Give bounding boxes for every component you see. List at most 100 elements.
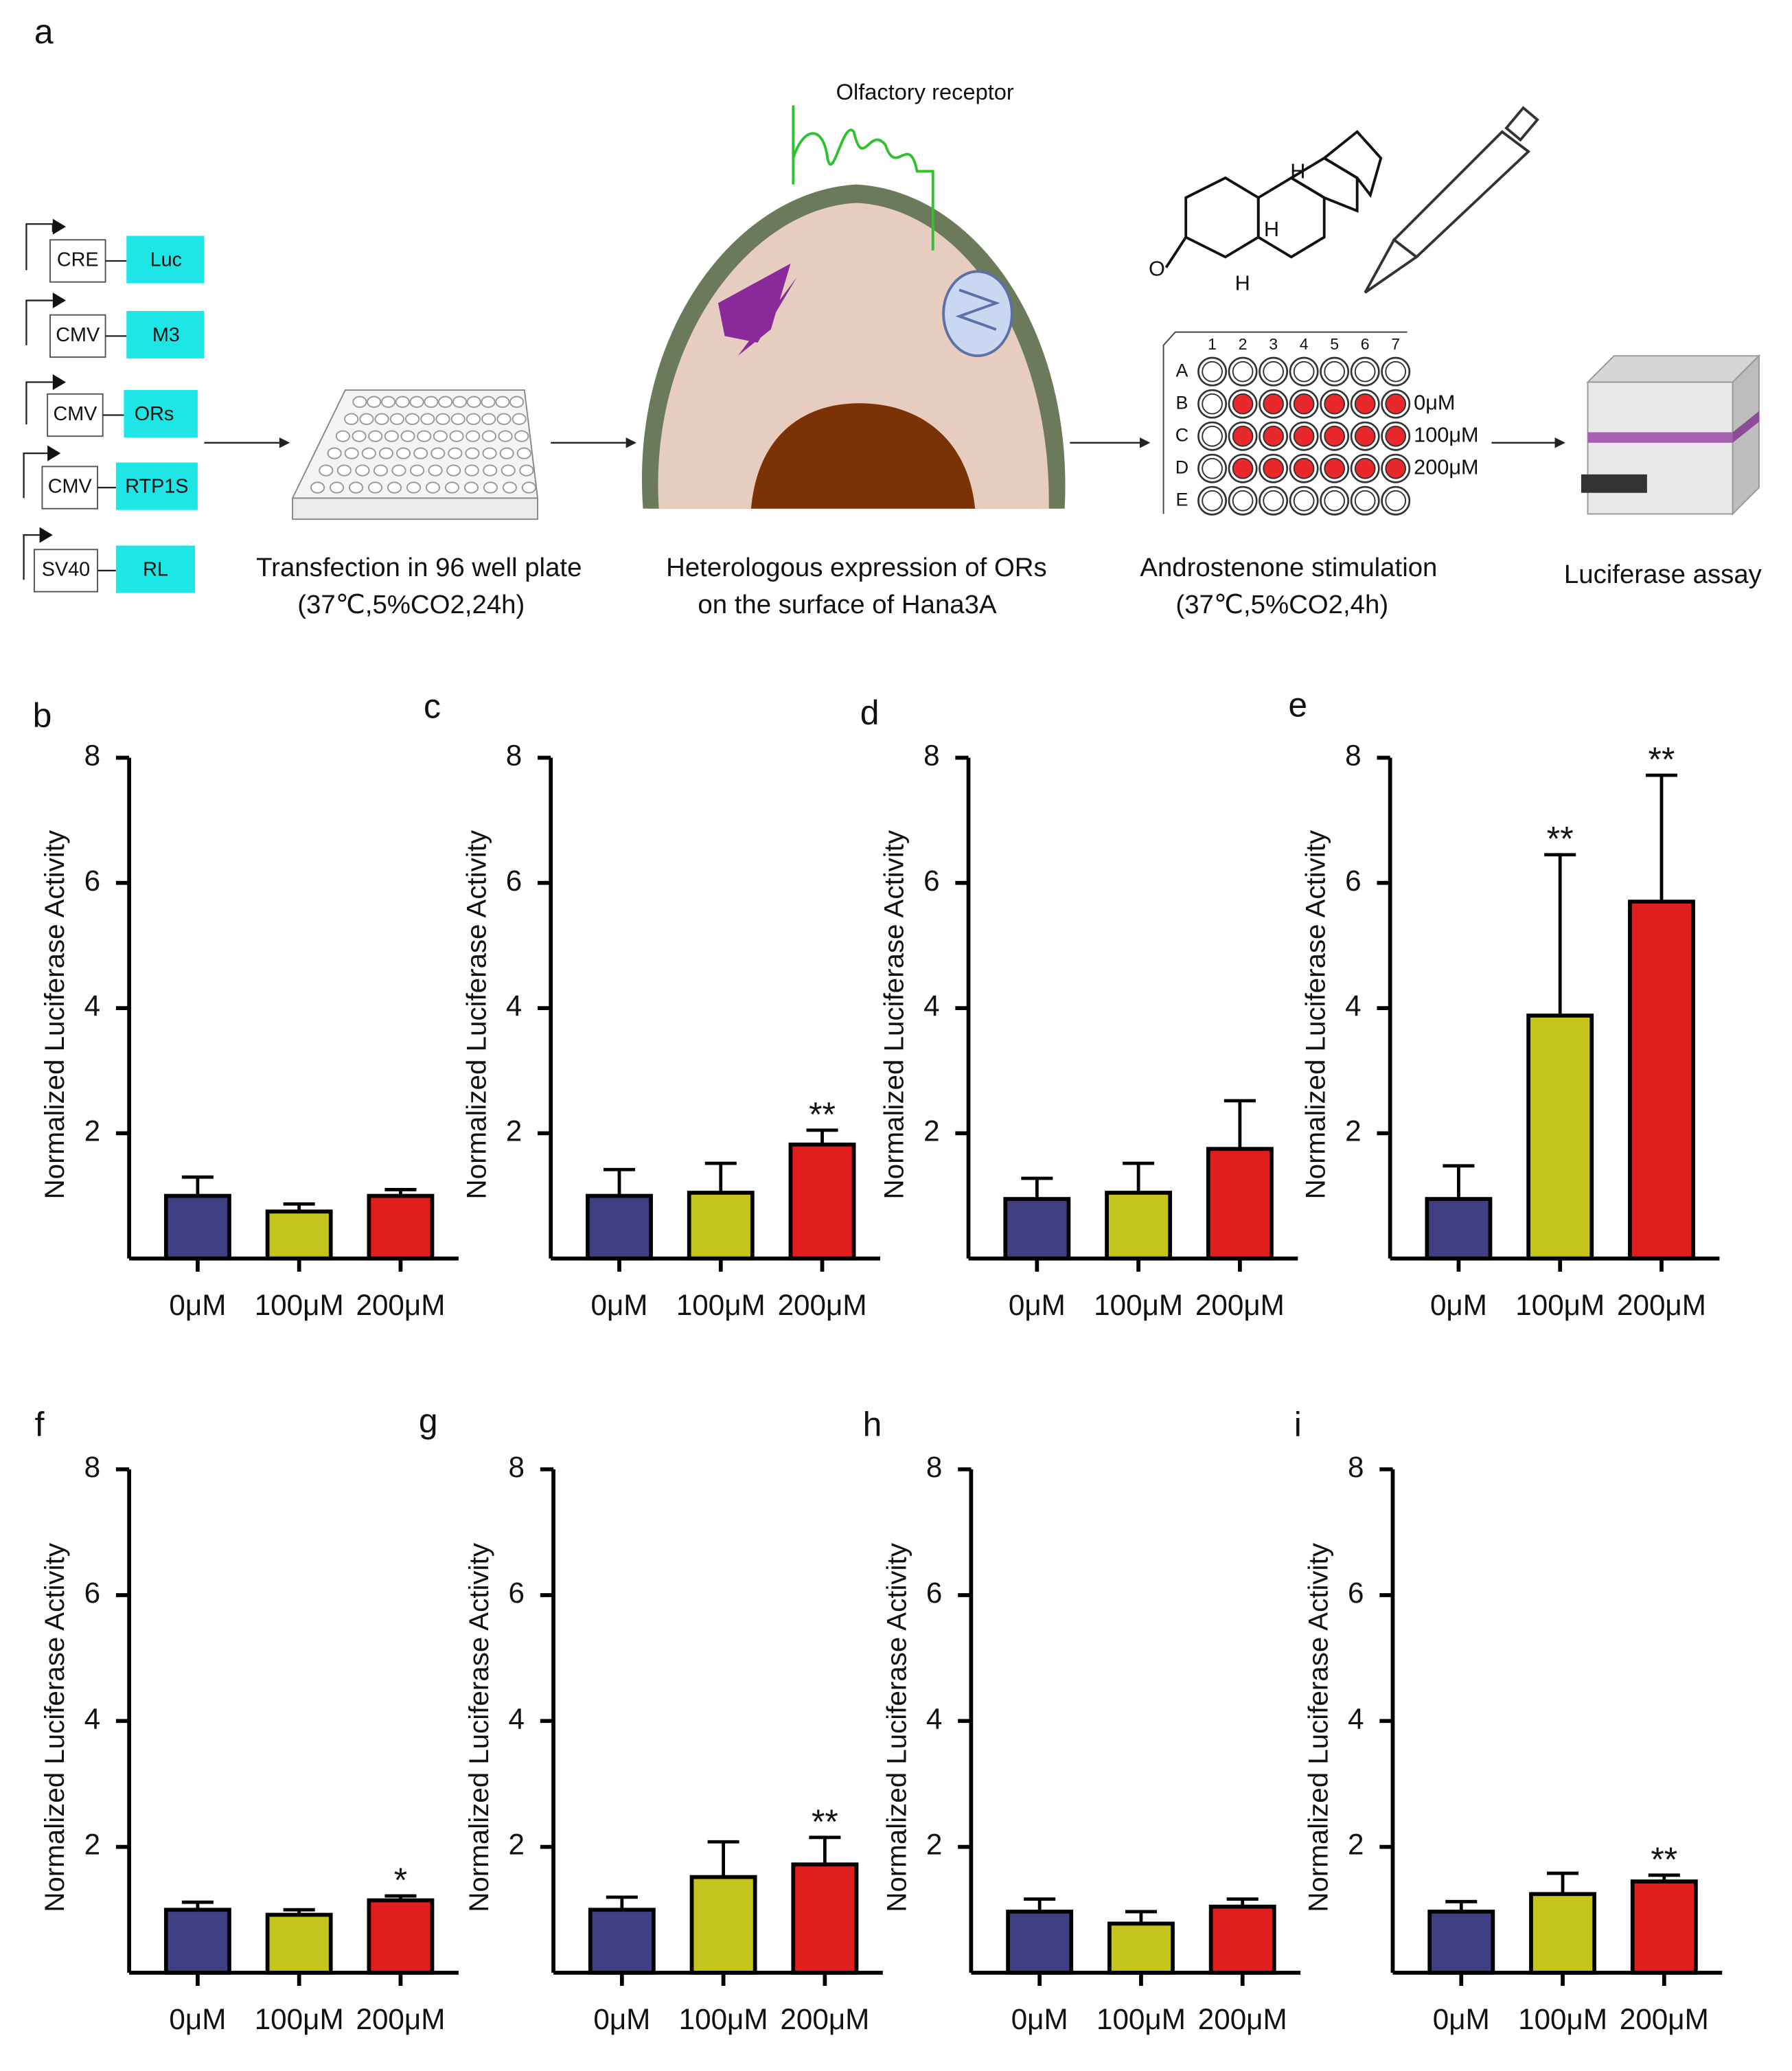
well	[499, 447, 514, 459]
well	[336, 464, 352, 477]
well	[368, 430, 383, 442]
well-inner	[1324, 457, 1346, 479]
bar-chart: f Normalized Luciferase Activity 2 4 6 8 0μM 10…	[35, 1406, 459, 2035]
well-inner	[1324, 393, 1346, 415]
bar-chart: e Normalized Luciferase Activity 2 4 6 8 0μM 10…	[1288, 686, 1720, 1321]
promoter-box	[33, 549, 99, 593]
well	[481, 413, 496, 425]
bar-chart: h Normalized Luciferase Activity 2 4 6 8 0μM 10…	[863, 1406, 1301, 2035]
well	[498, 430, 513, 442]
plate-col-label: 6	[1361, 335, 1370, 353]
x-tick-label: 100μM	[679, 2003, 768, 2035]
well	[420, 413, 435, 425]
well	[424, 396, 439, 408]
promoter: SV40	[42, 559, 90, 581]
well	[466, 396, 481, 408]
y-tick-label: 4	[84, 989, 100, 1022]
plate-row-label: C	[1175, 424, 1188, 445]
well-inner	[1263, 425, 1284, 447]
flow-arrows	[204, 437, 1565, 448]
well-inner	[1293, 490, 1315, 512]
well	[355, 464, 370, 477]
plate-col-label: 7	[1391, 335, 1400, 353]
bar	[1208, 1904, 1276, 1975]
y-axis-label: Normalized Luciferase Activity	[881, 1542, 912, 1912]
step-caption: (37℃,5%CO2,4h)	[1175, 590, 1388, 619]
gene-box	[115, 462, 198, 510]
bar	[1630, 1879, 1698, 1975]
well-inner	[1232, 457, 1254, 479]
promoter: CMV	[56, 324, 100, 346]
panel-label: f	[35, 1406, 45, 1444]
bar	[1206, 1147, 1274, 1261]
y-tick-label: 6	[509, 1577, 525, 1609]
well-inner	[1232, 490, 1254, 512]
panel-label: c	[424, 687, 441, 726]
well	[464, 464, 479, 477]
significance: **	[812, 1803, 838, 1841]
significance: **	[1651, 1840, 1677, 1879]
gene: RL	[143, 559, 168, 581]
well-inner	[1202, 457, 1223, 479]
y-tick-label: 8	[84, 1451, 100, 1483]
well	[435, 413, 450, 425]
luminometer	[1581, 354, 1761, 516]
panel-label: b	[33, 696, 52, 735]
bar	[1003, 1197, 1071, 1261]
y-tick-label: 4	[509, 1702, 525, 1735]
well	[319, 464, 334, 477]
well	[374, 413, 389, 425]
well	[446, 464, 461, 477]
y-tick-label: 4	[923, 989, 939, 1022]
step-caption: Transfection in 96 well plate	[256, 553, 582, 582]
well	[348, 481, 364, 494]
well	[501, 464, 516, 477]
well-inner	[1354, 361, 1376, 382]
bar	[265, 1209, 333, 1261]
well	[335, 430, 350, 442]
gene-box	[126, 236, 205, 284]
well	[409, 464, 425, 477]
y-tick-label: 6	[1345, 865, 1361, 897]
bar-chart: i Normalized Luciferase Activity 2 4 6 8 0μM 10…	[1294, 1406, 1723, 2035]
constructs: CRE Luc CMV M3 CMV ORs CMV RTP1S SV40 RL	[23, 218, 205, 593]
well	[417, 430, 432, 442]
atom: H	[1235, 271, 1250, 295]
cell: Olfactory receptor	[641, 79, 1066, 509]
y-axis-label: Normalized Luciferase Activity	[463, 1542, 494, 1912]
well-inner	[1354, 393, 1376, 415]
well	[380, 396, 396, 408]
bar	[1105, 1191, 1173, 1261]
y-tick-label: 8	[1348, 1451, 1364, 1483]
y-tick-label: 6	[84, 1577, 100, 1609]
well	[378, 447, 393, 459]
well	[466, 413, 481, 425]
well	[352, 396, 367, 408]
well	[329, 481, 345, 494]
well	[449, 430, 464, 442]
well-inner	[1354, 490, 1376, 512]
x-tick-label: 0μM	[1009, 1289, 1066, 1321]
promoter-box	[49, 239, 106, 283]
x-tick-label: 200μM	[778, 1289, 867, 1321]
well	[481, 396, 496, 408]
bar-chart: c Normalized Luciferase Activity 2 4 6 8 0μM 10…	[424, 687, 880, 1321]
well	[521, 481, 536, 494]
y-tick-label: 6	[84, 865, 100, 897]
x-tick-label: 200μM	[1198, 2003, 1287, 2035]
plate-col-label: 5	[1330, 335, 1339, 353]
y-axis-label: Normalized Luciferase Activity	[39, 1542, 70, 1912]
gene-box	[124, 390, 198, 438]
x-tick-label: 200μM	[1195, 1289, 1285, 1321]
plate-row-label: D	[1175, 457, 1188, 477]
bar	[1425, 1197, 1493, 1261]
well-inner	[1385, 361, 1407, 382]
x-tick-label: 200μM	[1620, 2003, 1709, 2035]
step-caption: Heterologous expression of ORs	[666, 553, 1047, 582]
y-tick-label: 6	[923, 865, 939, 897]
y-axis-label: Normalized Luciferase Activity	[1303, 1542, 1334, 1912]
y-axis-label: Normalized Luciferase Activity	[1300, 829, 1331, 1199]
y-tick-label: 4	[926, 1702, 942, 1735]
y-tick-label: 2	[84, 1115, 100, 1147]
